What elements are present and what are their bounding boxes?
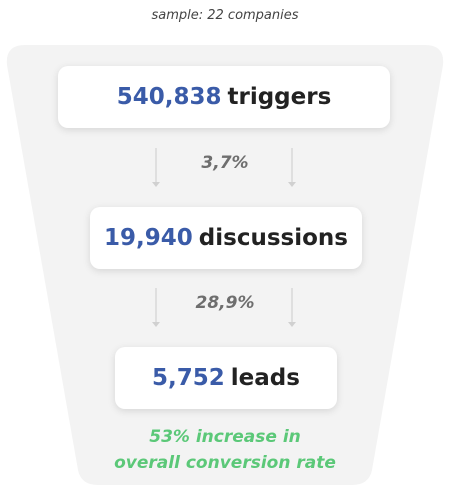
- stage-box: 5,752 leads: [115, 347, 337, 409]
- stage-value: 540,838: [116, 84, 222, 110]
- stage-box: 540,838 triggers: [58, 66, 390, 128]
- stage-label: leads: [230, 365, 300, 391]
- stage-value: 5,752: [152, 365, 225, 391]
- result-line: 53% increase in: [149, 427, 301, 447]
- stage-label: discussions: [198, 225, 348, 251]
- result-line: overall conversion rate: [114, 453, 336, 473]
- conversion-rate: 3,7%: [201, 153, 249, 173]
- result-note: 53% increase in overall conversion rate: [0, 424, 450, 476]
- conversion-rate: 28,9%: [195, 293, 255, 313]
- stage-label: triggers: [227, 84, 332, 110]
- stage-box: 19,940 discussions: [90, 207, 362, 269]
- stage-value: 19,940: [104, 225, 193, 251]
- sample-note: sample: 22 companies: [151, 8, 299, 23]
